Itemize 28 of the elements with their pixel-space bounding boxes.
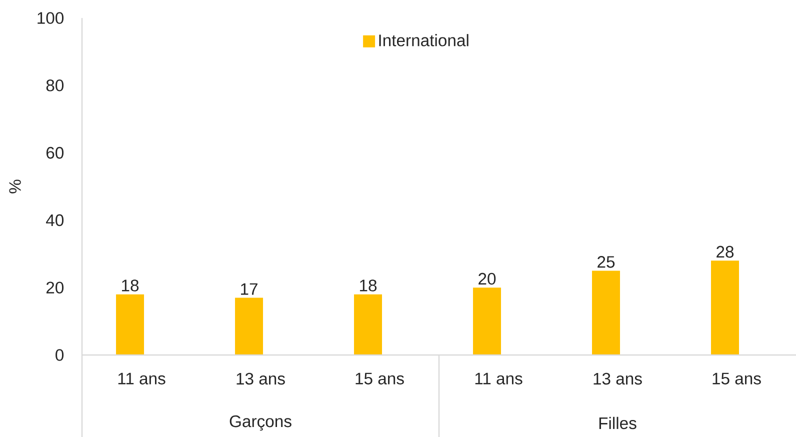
bar xyxy=(473,288,502,355)
bar xyxy=(235,298,264,355)
x-tick-label: 11 ans xyxy=(475,372,522,384)
data-label: 18 xyxy=(122,280,139,292)
legend-label: International xyxy=(379,34,468,46)
bar xyxy=(116,294,144,355)
x-tick-label: 15 ans xyxy=(712,372,761,384)
text: Filles xyxy=(599,416,636,430)
y-tick-label: 100 xyxy=(38,12,64,24)
data-label: 28 xyxy=(716,246,734,258)
y-tick-label: 0 xyxy=(56,349,64,361)
data-label: 18 xyxy=(360,280,377,292)
y-tick-label: 60 xyxy=(46,146,64,159)
data-label: 25 xyxy=(598,256,615,268)
data-label: 17 xyxy=(241,283,258,295)
data-label: 20 xyxy=(478,272,496,285)
y-tick-label: 40 xyxy=(46,214,64,226)
text: Garçons xyxy=(230,415,292,431)
y-tick-label: 20 xyxy=(46,282,64,294)
x-tick-label: 15 ans xyxy=(356,372,404,384)
bar xyxy=(592,270,620,355)
x-tick-label: 13 ans xyxy=(594,372,642,385)
bar xyxy=(711,260,739,355)
bar xyxy=(354,294,382,355)
x-tick-label: 11 ans xyxy=(118,372,166,384)
x-tick-label: 13 ans xyxy=(236,372,285,385)
y-tick-label: 80 xyxy=(46,80,64,92)
y-axis-title: % xyxy=(9,180,21,194)
